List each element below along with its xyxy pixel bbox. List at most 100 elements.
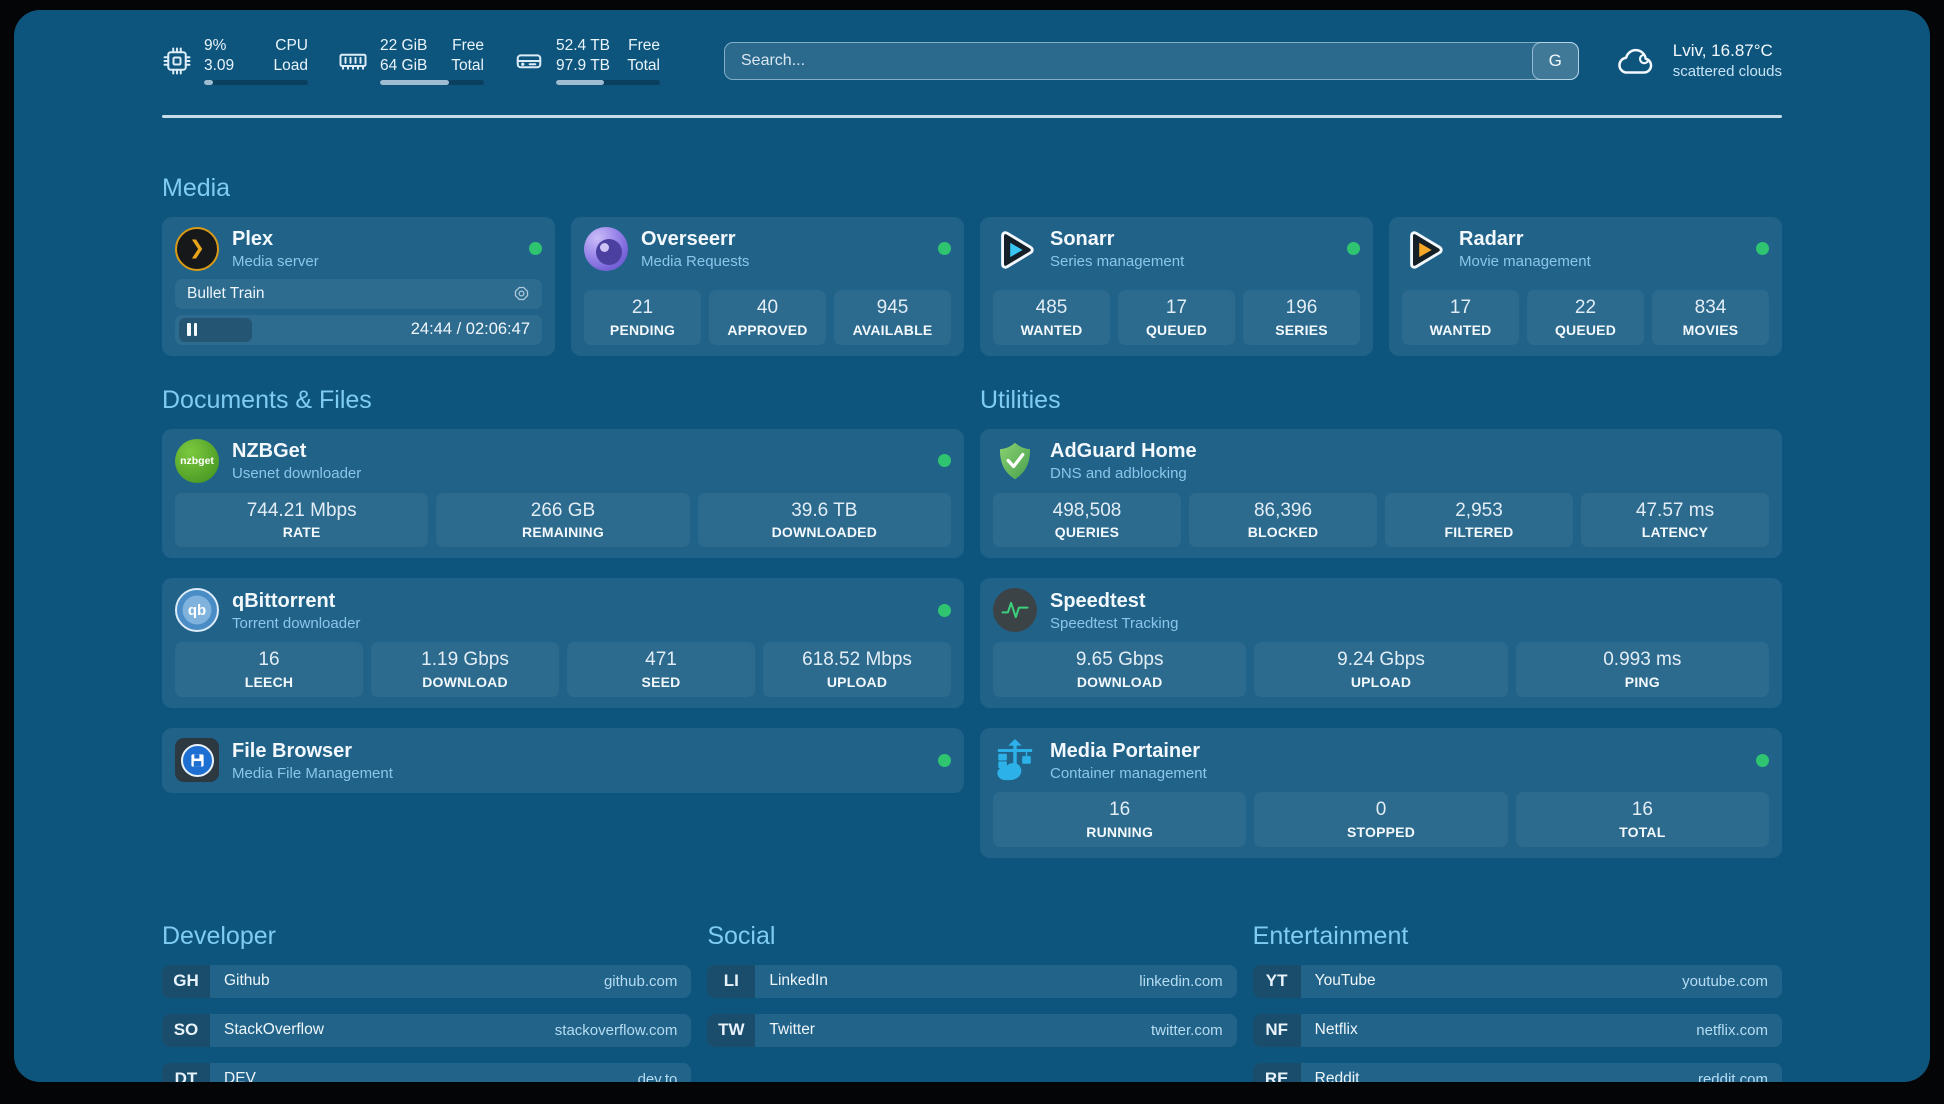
status-online-dot — [1756, 753, 1769, 767]
cloud-icon — [1613, 44, 1659, 78]
stat-tile: 0 STOPPED — [1254, 792, 1508, 847]
service-subtitle: Media server — [232, 253, 319, 271]
stat-tile: 86,396 BLOCKED — [1189, 492, 1377, 548]
service-name: Radarr — [1459, 228, 1524, 251]
section-title-media: Media — [162, 173, 231, 202]
memory-free-value: 22 GiB — [380, 37, 428, 54]
service-card-adguard[interactable]: AdGuard Home DNS and adblocking 498,508 Q… — [980, 428, 1782, 559]
status-online-dot — [938, 454, 951, 468]
section-title-entertainment: Entertainment — [1252, 921, 1409, 950]
bookmark-linkedin[interactable]: LI LinkedIn linkedin.com — [707, 964, 1237, 998]
service-card-sonarr[interactable]: Sonarr Series management 485 WANTED 17 QUE… — [980, 216, 1373, 356]
cpu-usage-label: CPU — [275, 37, 308, 54]
service-card-portainer[interactable]: Media Portainer Container management 16 R… — [980, 728, 1782, 858]
cpu-usage-value: 9% — [204, 37, 227, 54]
service-subtitle: Movie management — [1459, 253, 1591, 271]
status-online-dot — [938, 603, 951, 617]
now-playing-title: Bullet Train — [187, 284, 265, 302]
memory-total-value: 64 GiB — [380, 57, 428, 75]
service-card-speedtest[interactable]: Speedtest Speedtest Tracking 9.65 Gbps DO… — [980, 578, 1782, 709]
service-name: qBittorrent — [232, 589, 336, 612]
service-card-nzbget[interactable]: nzbget NZBGet Usenet downloader 744.21 M… — [162, 428, 964, 559]
section-title-developer: Developer — [162, 921, 276, 950]
bookmark-name: LinkedIn — [769, 972, 828, 990]
status-online-dot — [1347, 242, 1360, 256]
bookmark-name: StackOverflow — [224, 1021, 324, 1039]
bookmark-domain: youtube.com — [1682, 972, 1768, 990]
disk-total-label: Total — [627, 57, 660, 75]
bookmark-domain: netflix.com — [1696, 1021, 1768, 1039]
adguard-icon — [993, 439, 1037, 483]
service-subtitle: DNS and adblocking — [1050, 465, 1187, 483]
bookmark-reddit[interactable]: RE Reddit reddit.com — [1252, 1062, 1782, 1082]
bookmark-twitter[interactable]: TW Twitter twitter.com — [707, 1013, 1237, 1047]
nzbget-icon: nzbget — [175, 438, 219, 483]
bookmark-github[interactable]: GH Github github.com — [162, 964, 692, 998]
stat-tile: 39.6 TB DOWNLOADED — [697, 492, 951, 548]
memory-free-label: Free — [452, 37, 484, 54]
bookmark-youtube[interactable]: YT YouTube youtube.com — [1252, 964, 1782, 998]
bookmark-domain: linkedin.com — [1139, 972, 1223, 990]
stat-tile: 40 APPROVED — [709, 290, 826, 345]
cpu-progress-bar — [204, 80, 308, 86]
status-online-dot — [938, 242, 951, 256]
cpu-load-value: 3.09 — [204, 57, 235, 75]
bookmark-abbr: NF — [1252, 1013, 1301, 1047]
stat-tile: 9.24 Gbps UPLOAD — [1254, 642, 1508, 698]
bookmark-group-social: Social LI LinkedIn linkedin.com TW Twitte… — [707, 858, 1237, 1047]
service-card-filebrowser[interactable]: File Browser Media File Management — [162, 728, 964, 794]
disk-widget: 52.4 TB Free 97.9 TB Total — [514, 36, 660, 86]
stat-tile: 16 TOTAL — [1515, 792, 1769, 847]
utilities-column: Utilities AdGuard Home DNS and adblockin… — [980, 356, 1782, 858]
bookmark-netflix[interactable]: NF Netflix netflix.com — [1252, 1013, 1782, 1047]
disk-free-value: 52.4 TB — [556, 37, 611, 54]
stat-tile: 471 SEED — [567, 642, 755, 698]
memory-progress-bar — [380, 80, 484, 86]
stat-tile: 17 WANTED — [1402, 290, 1519, 345]
overseerr-icon — [584, 226, 628, 271]
now-playing-row: Bullet Train — [175, 278, 542, 309]
disk-progress-bar — [556, 80, 660, 86]
stat-tile: 17 QUEUED — [1118, 290, 1235, 345]
service-subtitle: Container management — [1050, 764, 1207, 782]
bookmark-abbr: DT — [162, 1062, 210, 1082]
service-subtitle: Media File Management — [232, 764, 393, 782]
bookmark-name: Twitter — [769, 1021, 815, 1039]
stat-tile: 618.52 Mbps UPLOAD — [763, 642, 951, 698]
dashboard-panel: 9% CPU 3.09 Load 22 GiB Free 64 GiB Total — [14, 10, 1930, 1082]
pause-icon — [187, 323, 197, 337]
plex-icon: ❯ — [175, 226, 219, 271]
documents-column: Documents & Files nzbget NZBGet Usenet d… — [162, 356, 964, 794]
bookmark-dev[interactable]: DT DEV dev.to — [162, 1062, 692, 1082]
bookmark-name: Netflix — [1314, 1021, 1358, 1039]
bookmark-domain: dev.to — [637, 1070, 678, 1082]
service-card-overseerr[interactable]: Overseerr Media Requests 21 PENDING 40 APP… — [571, 216, 964, 356]
bookmark-stackoverflow[interactable]: SO StackOverflow stackoverflow.com — [162, 1013, 692, 1047]
bookmark-name: Github — [224, 972, 270, 990]
qbittorrent-icon: qb — [175, 588, 219, 633]
cpu-icon — [162, 46, 192, 76]
playback-progress-fill — [179, 317, 253, 342]
stat-tile: 47.57 ms LATENCY — [1581, 492, 1769, 548]
bookmark-group-entertainment: Entertainment YT YouTube youtube.com NF N… — [1252, 858, 1782, 1082]
status-online-dot — [938, 753, 951, 767]
service-card-qbittorrent[interactable]: qb qBittorrent Torrent downloader 16 LEEC… — [162, 578, 964, 709]
bookmark-abbr: TW — [707, 1013, 756, 1047]
search-box: G — [724, 41, 1579, 80]
status-online-dot — [1756, 242, 1769, 256]
section-title-documents: Documents & Files — [162, 385, 372, 414]
playback-progress-row: 24:44 / 02:06:47 — [175, 314, 542, 345]
stat-tile: 2,953 FILTERED — [1385, 492, 1573, 548]
bookmark-group-developer: Developer GH Github github.com SO StackOv… — [162, 858, 692, 1082]
sonarr-icon — [993, 227, 1037, 271]
disk-free-label: Free — [628, 37, 660, 54]
search-input[interactable] — [724, 41, 1579, 80]
cpu-load-label: Load — [273, 57, 308, 75]
memory-total-label: Total — [451, 57, 484, 75]
service-card-plex[interactable]: ❯ Plex Media server Bullet Train — [162, 216, 555, 356]
search-provider-button[interactable]: G — [1531, 41, 1579, 80]
service-card-radarr[interactable]: Radarr Movie management 17 WANTED 22 QUEUE… — [1389, 216, 1782, 356]
filebrowser-icon — [175, 738, 219, 783]
service-name: Plex — [232, 228, 274, 251]
stat-tile: 16 LEECH — [175, 642, 363, 698]
